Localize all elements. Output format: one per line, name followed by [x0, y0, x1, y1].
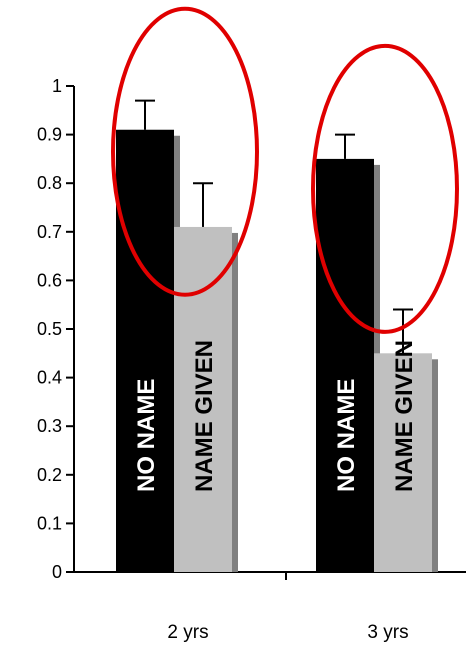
bar-label: NO NAME	[133, 379, 160, 492]
bar	[374, 353, 432, 572]
bar-label: NAME GIVEN	[391, 340, 418, 492]
highlight-ellipse	[311, 43, 459, 334]
bar	[316, 158, 374, 572]
bar-label: NAME GIVEN	[191, 340, 218, 492]
bar	[174, 226, 232, 572]
y-tick-label: 1	[52, 76, 62, 96]
highlight-ellipse	[111, 6, 259, 297]
bars	[116, 129, 438, 573]
y-tick-label: 0.1	[37, 513, 62, 533]
y-tick-label: 0	[52, 562, 62, 582]
x-category-label: 2 yrs	[167, 622, 208, 643]
highlight-circles	[111, 6, 459, 334]
x-category-label: 3 yrs	[367, 622, 408, 643]
y-tick-label: 0.2	[37, 465, 62, 485]
y-tick-label: 0.6	[37, 270, 62, 290]
bar	[116, 129, 174, 573]
y-tick-label: 0.3	[37, 416, 62, 436]
bar-labels: NO NAME NO NAME NAME GIVEN NAME GIVEN	[133, 340, 418, 492]
y-tick-label: 0.4	[37, 368, 62, 388]
y-tick-label: 0.7	[37, 222, 62, 242]
axis-labels: 0 0.1 0.2 0.3 0.4 0.5 0.6 0.7 0.8 0.9 1 2 yrs 3 yrs	[37, 76, 409, 643]
y-tick-label: 0.9	[37, 125, 62, 145]
y-tick-label: 0.8	[37, 173, 62, 193]
bar-label: NO NAME	[333, 379, 360, 492]
error-bars	[135, 99, 413, 354]
y-tick-label: 0.5	[37, 319, 62, 339]
